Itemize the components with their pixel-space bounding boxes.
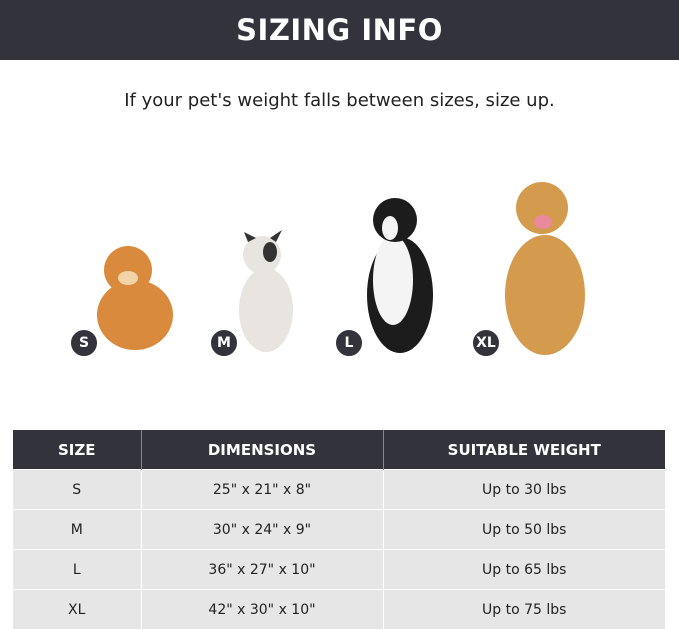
dog-xlarge-image (505, 182, 585, 355)
dimensions-cell: 42" x 30" x 10" (141, 590, 383, 629)
dog-medium-image (239, 230, 293, 352)
banner-title: SIZING INFO (236, 13, 443, 47)
size-cell: L (13, 550, 141, 590)
dog-small-image (97, 246, 173, 350)
weight-cell: Up to 50 lbs (383, 510, 665, 550)
size-badge-m: M (210, 329, 238, 357)
table-header-row: SIZE DIMENSIONS SUITABLE WEIGHT (13, 430, 665, 470)
dimensions-cell: 30" x 24" x 9" (141, 510, 383, 550)
size-cell: M (13, 510, 141, 550)
weight-cell: Up to 75 lbs (383, 590, 665, 629)
header-dimensions: DIMENSIONS (141, 430, 383, 470)
weight-cell: Up to 65 lbs (383, 550, 665, 590)
dog-large-image (367, 198, 433, 353)
dog-size-illustrations: S M L XL (0, 170, 679, 370)
size-badge-l: L (335, 329, 363, 357)
sizing-tip: If your pet's weight falls between sizes… (0, 90, 679, 111)
sizing-info-banner: SIZING INFO (0, 0, 679, 60)
weight-cell: Up to 30 lbs (383, 470, 665, 510)
dimensions-cell: 25" x 21" x 8" (141, 470, 383, 510)
header-size: SIZE (13, 430, 141, 470)
size-badge-xl: XL (472, 329, 500, 357)
size-cell: S (13, 470, 141, 510)
size-badge-s: S (70, 329, 98, 357)
dimensions-cell: 36" x 27" x 10" (141, 550, 383, 590)
size-cell: XL (13, 590, 141, 629)
header-suitable-weight: SUITABLE WEIGHT (383, 430, 665, 470)
